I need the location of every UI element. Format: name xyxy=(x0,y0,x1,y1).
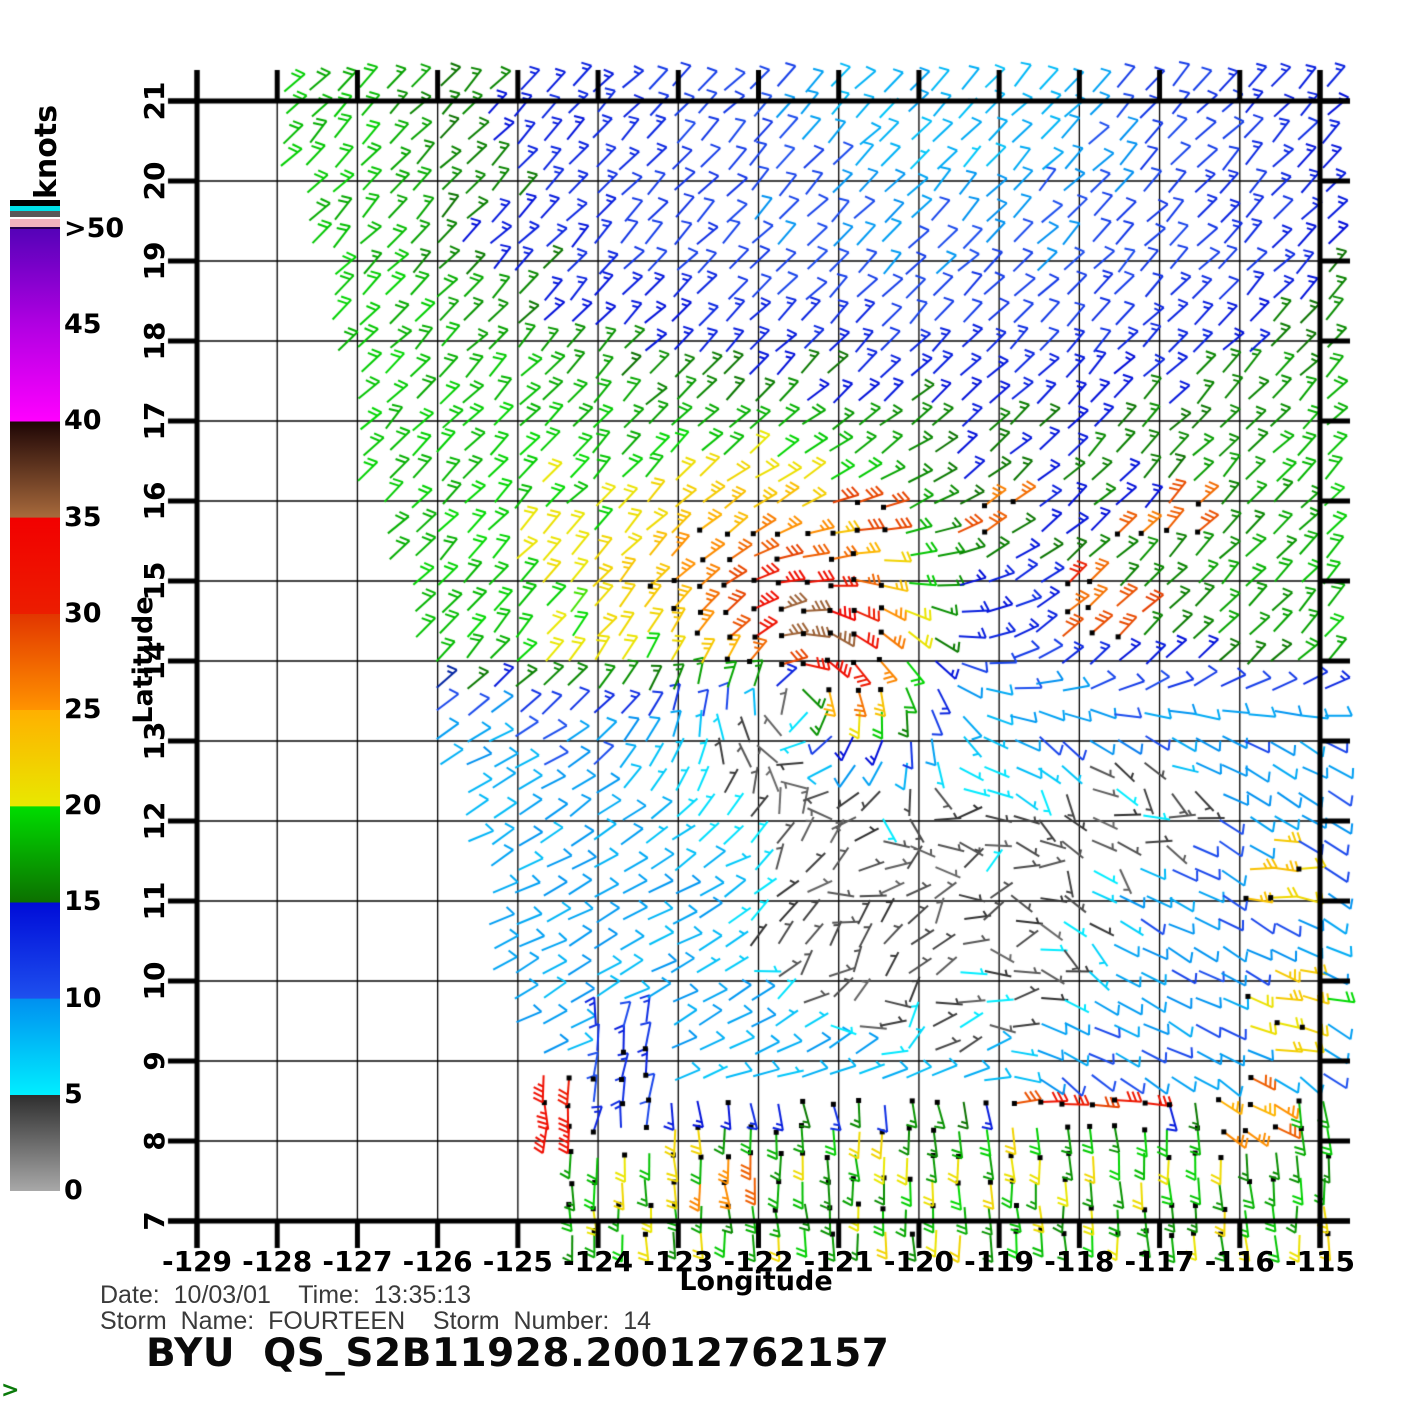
x-tick-label--126: -126 xyxy=(402,1245,473,1278)
y-tick-label-17: 17 xyxy=(138,401,171,441)
x-tick-label--116: -116 xyxy=(1204,1245,1275,1278)
x-axis-title: Longitude xyxy=(679,1266,833,1297)
y-tick-label-8: 8 xyxy=(138,1131,171,1151)
y-tick-label-10: 10 xyxy=(138,961,171,1001)
colorbar-stripe-5 xyxy=(10,227,60,229)
colorbar-stripe-4 xyxy=(10,219,60,227)
x-tick-label--127: -127 xyxy=(322,1245,393,1278)
y-axis-title: Latitude xyxy=(128,596,159,724)
x-tick-label--122: -122 xyxy=(723,1245,794,1278)
y-tick-label-9: 9 xyxy=(138,1051,171,1071)
colorbar-stripe-0 xyxy=(10,200,60,206)
y-tick-label-18: 18 xyxy=(138,321,171,361)
x-tick-label--120: -120 xyxy=(883,1245,954,1278)
y-tick-label-20: 20 xyxy=(138,161,171,201)
y-tick-label-21: 21 xyxy=(138,81,171,121)
y-tick-label-12: 12 xyxy=(138,801,171,841)
colorbar-label-35: 35 xyxy=(64,501,102,533)
colorbar-label-15: 15 xyxy=(64,886,102,918)
colorbar-label-40: 40 xyxy=(64,405,102,437)
colorbar-label-gt50: >50 xyxy=(64,213,125,244)
plot-title: BYU QS_S2B11928.20012762157 xyxy=(146,1331,890,1376)
colorbar-stripe-2 xyxy=(10,211,60,217)
x-tick-label--118: -118 xyxy=(1044,1245,1115,1278)
y-tick-label-7: 7 xyxy=(138,1211,171,1231)
colorbar-label-10: 10 xyxy=(64,982,102,1014)
colorbar-label-20: 20 xyxy=(64,790,102,822)
x-tick-label--124: -124 xyxy=(563,1245,634,1278)
corner-chevron-glyph: > xyxy=(1,1378,20,1403)
footer-date-time: Date: 10/03/01 Time: 13:35:13 xyxy=(100,1281,472,1309)
y-tick-label-11: 11 xyxy=(138,881,171,921)
x-tick-label--121: -121 xyxy=(803,1245,874,1278)
footer-storm-info: Storm Name: FOURTEEN Storm Number: 14 xyxy=(100,1307,652,1335)
x-tick-label--123: -123 xyxy=(643,1245,714,1278)
x-tick-label--128: -128 xyxy=(242,1245,313,1278)
colorbar-stripe-3 xyxy=(10,217,60,219)
y-tick-label-19: 19 xyxy=(138,241,171,281)
x-tick-label--115: -115 xyxy=(1284,1245,1356,1278)
x-tick-label--119: -119 xyxy=(964,1245,1035,1278)
colorbar-label-45: 45 xyxy=(64,309,102,341)
colorbar-label-25: 25 xyxy=(64,694,102,725)
colorbar-flag-stripes xyxy=(10,200,60,229)
colorbar-label-0: 0 xyxy=(64,1175,83,1206)
colorbar-stripe-1 xyxy=(10,206,60,211)
colorbar-label-30: 30 xyxy=(64,597,102,629)
x-tick-label--129: -129 xyxy=(161,1245,233,1278)
x-tick-label--125: -125 xyxy=(482,1245,553,1278)
x-tick-label--117: -117 xyxy=(1124,1245,1195,1278)
colorbar-gradient xyxy=(10,229,60,1191)
colorbar-title: knots xyxy=(29,104,64,200)
colorbar-label-5: 5 xyxy=(64,1078,83,1110)
y-tick-label-16: 16 xyxy=(138,481,171,521)
